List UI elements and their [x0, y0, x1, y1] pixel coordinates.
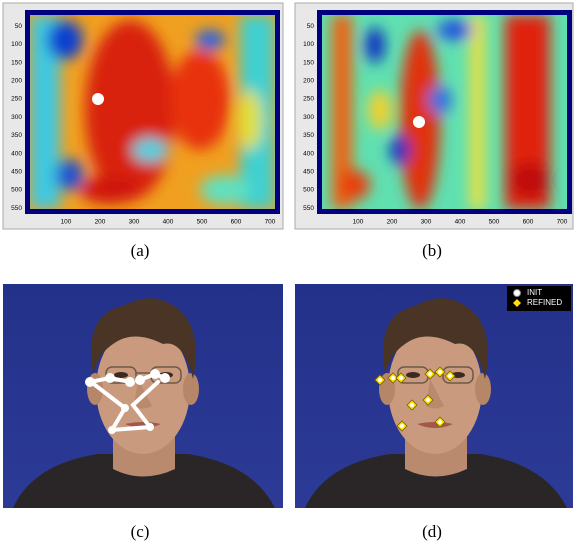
x-tick-label: 200: [387, 219, 398, 226]
y-tick-label: 250: [303, 96, 314, 103]
shape: [47, 20, 83, 60]
shape: [160, 373, 170, 383]
shape: [135, 375, 145, 385]
caption: (b): [422, 241, 442, 260]
caption: (c): [131, 522, 150, 541]
shape: [470, 15, 485, 209]
legend-label: INIT: [527, 288, 542, 297]
shape: [170, 50, 230, 150]
y-tick-label: 400: [11, 150, 22, 157]
shape: [428, 372, 432, 376]
shape: [514, 290, 521, 297]
figure: INIT REFINED (a) (b) (c) (d) 100 200 300 40…: [0, 0, 575, 547]
shape: [340, 170, 370, 200]
x-tick-label: 600: [523, 219, 534, 226]
x-tick-label: 400: [455, 219, 466, 226]
shape: [146, 423, 154, 431]
y-tick-label: 200: [11, 78, 22, 85]
y-tick-label: 50: [15, 23, 23, 30]
shape: [438, 370, 442, 374]
x-tick-label: 300: [421, 219, 432, 226]
shape: [365, 27, 385, 63]
x-tick-label: 100: [353, 219, 364, 226]
y-tick-label: 300: [11, 114, 22, 121]
x-tick-label: 200: [95, 219, 106, 226]
shape: [56, 159, 84, 191]
y-tick-label: 500: [303, 187, 314, 194]
panel-b: [295, 3, 573, 229]
y-tick-label: 100: [303, 41, 314, 48]
x-tick-label: 400: [163, 219, 174, 226]
face-photo: [295, 284, 575, 508]
shape: [428, 86, 452, 114]
y-tick-label: 450: [303, 169, 314, 176]
y-tick-label: 350: [303, 132, 314, 139]
x-tick-label: 700: [557, 219, 568, 226]
panel-a: [3, 3, 283, 229]
x-tick-label: 500: [489, 219, 500, 226]
y-tick-label: 500: [11, 187, 22, 194]
shape: [437, 20, 473, 40]
caption: (a): [131, 241, 150, 260]
shape: [238, 90, 262, 150]
shape: [410, 403, 414, 407]
shape: [391, 376, 395, 380]
shape: [92, 93, 104, 105]
y-tick-label: 450: [11, 169, 22, 176]
shape: [426, 398, 430, 402]
legend-label: REFINED: [527, 298, 562, 307]
shape: [150, 369, 160, 379]
shape: [105, 373, 115, 383]
y-tick-label: 350: [11, 132, 22, 139]
x-tick-label: 700: [265, 219, 276, 226]
panel-c: [3, 284, 283, 508]
y-tick-label: 400: [303, 150, 314, 157]
heatmap: [30, 15, 275, 209]
y-tick-label: 150: [303, 59, 314, 66]
shape: [448, 374, 452, 378]
shape: [400, 424, 404, 428]
y-tick-label: 300: [303, 114, 314, 121]
shape: [80, 176, 140, 204]
shape: [85, 377, 95, 387]
legend: INIT REFINED: [507, 286, 571, 311]
shape: [510, 162, 550, 198]
y-tick-label: 550: [303, 205, 314, 212]
shape: [438, 420, 442, 424]
shape: [413, 116, 425, 128]
x-tick-label: 500: [197, 219, 208, 226]
shape: [195, 30, 225, 50]
shape: [200, 175, 250, 205]
shape: [121, 404, 129, 412]
panel-d: INIT REFINED: [295, 284, 575, 508]
heatmap: [322, 15, 567, 210]
shape: [378, 378, 382, 382]
shape: [125, 377, 135, 387]
shape: [132, 138, 168, 162]
y-tick-label: 200: [303, 78, 314, 85]
y-tick-label: 150: [11, 59, 22, 66]
y-tick-label: 50: [307, 23, 315, 30]
x-tick-label: 300: [129, 219, 140, 226]
shape: [108, 426, 116, 434]
shape: [85, 20, 175, 200]
y-tick-label: 250: [11, 96, 22, 103]
shape: [295, 284, 575, 508]
shape: [368, 90, 392, 130]
shape: [399, 376, 403, 380]
y-tick-label: 100: [11, 41, 22, 48]
x-tick-label: 600: [231, 219, 242, 226]
x-tick-label: 100: [61, 219, 72, 226]
y-tick-label: 550: [11, 205, 22, 212]
shape: [390, 135, 410, 165]
caption: (d): [422, 522, 442, 541]
